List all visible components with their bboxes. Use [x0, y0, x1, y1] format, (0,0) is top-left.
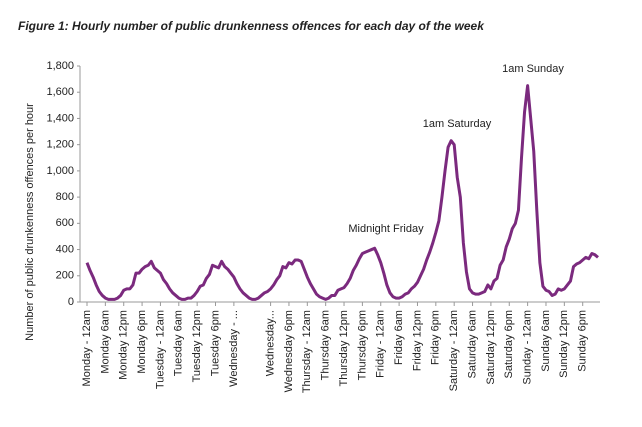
x-tick-label: Monday 6am: [99, 310, 111, 374]
data-line: [85, 84, 599, 301]
x-tick-label: Saturday 6pm: [503, 310, 515, 378]
x-tick-label: Saturday 6am: [466, 310, 478, 378]
y-tick-label: 1,200: [46, 139, 74, 151]
x-tick-label: Thursday 12pm: [338, 310, 350, 386]
y-tick-label: 1,400: [46, 112, 74, 124]
y-tick-label: 400: [56, 243, 74, 255]
y-tick-label: 1,800: [46, 60, 74, 72]
x-tick-label: Wednesday - ...: [228, 310, 240, 387]
x-tick-label: Friday - 12am: [375, 310, 387, 378]
x-tick-label: Tuesday 12pm: [191, 310, 203, 382]
y-tick-label: 1,600: [46, 86, 74, 98]
x-tick-label: Monday 6pm: [136, 310, 148, 374]
x-tick-label: Friday 6pm: [430, 310, 442, 365]
x-tick-label: Friday 12pm: [411, 310, 423, 371]
x-tick-label: Thursday 6am: [320, 310, 332, 380]
y-tick-label: 800: [56, 191, 74, 203]
x-tick-label: Saturday 12pm: [485, 310, 497, 385]
annotation: Midnight Friday: [348, 223, 424, 235]
x-tick-label: Tuesday 6pm: [209, 310, 221, 376]
x-tick-label: Saturday - 12am: [448, 310, 460, 391]
x-tick-label: Tuesday 6am: [173, 310, 185, 376]
x-tick-label: Sunday 12pm: [558, 310, 570, 378]
x-tick-label: Friday 6am: [393, 310, 405, 365]
x-tick-label: Sunday - 12am: [522, 310, 534, 385]
x-tick-label: Monday 12pm: [118, 310, 130, 380]
x-tick-label: Sunday 6am: [540, 310, 552, 372]
x-tick-label: Tuesday - 12am: [154, 310, 166, 389]
y-axis-label: Number of public drunkenness offences pe…: [24, 103, 36, 341]
y-tick-label: 200: [56, 270, 74, 282]
chart-title: Figure 1: Hourly number of public drunke…: [18, 19, 485, 33]
x-tick-label: Wednesday...: [264, 310, 276, 376]
x-tick-label: Sunday 6pm: [577, 310, 589, 372]
annotation: 1am Saturday: [423, 118, 492, 130]
y-tick-label: 600: [56, 217, 74, 229]
x-tick-label: Thursday 6pm: [356, 310, 368, 380]
x-tick-label: Wednesday 6pm: [283, 310, 295, 392]
x-tick-label: Monday - 12am: [81, 310, 93, 386]
y-tick-label: 0: [68, 296, 74, 308]
annotation: 1am Sunday: [502, 63, 564, 75]
x-tick-label: Thursday - 12am: [301, 310, 313, 393]
y-tick-label: 1,000: [46, 165, 74, 177]
